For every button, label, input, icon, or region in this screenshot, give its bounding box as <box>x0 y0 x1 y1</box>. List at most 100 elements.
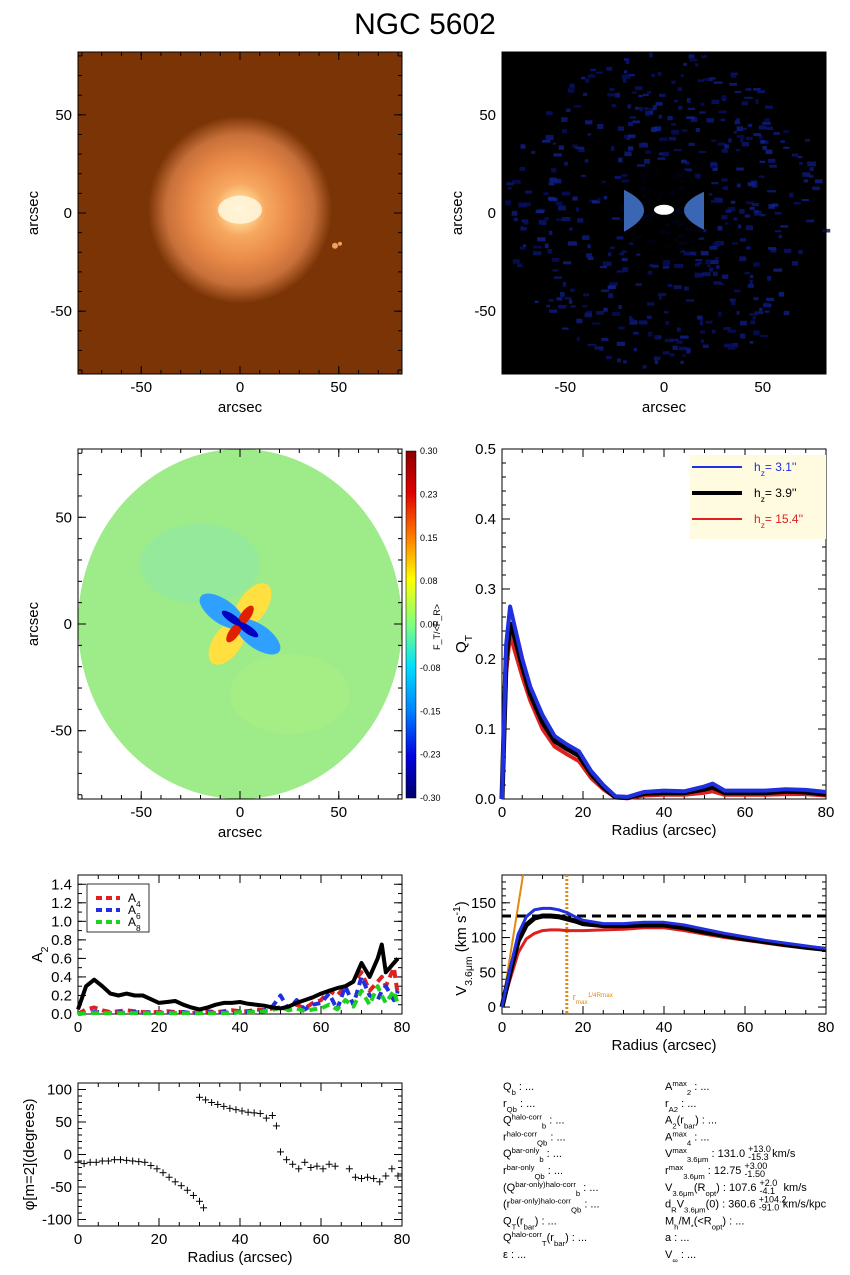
force-map-ytick-label: 0 <box>64 616 72 633</box>
residual-speckle <box>727 346 736 350</box>
colorbar-tick-label: 0.30 <box>420 446 438 456</box>
residual-speckle <box>801 199 809 202</box>
residual-speckle <box>736 167 744 171</box>
residual-speckle <box>768 247 777 250</box>
residual-speckle <box>646 315 652 319</box>
qt-profile-xtick-label: 80 <box>818 804 835 821</box>
colorbar-label: F_T/<F_R> <box>432 604 442 650</box>
residual-speckle <box>686 347 691 353</box>
residual-speckle <box>619 252 624 256</box>
param-right: V3.6μm(Ropt) : 107.6 <box>665 1182 757 1198</box>
residual-speckle <box>739 209 745 214</box>
param-right-err-plus: +3.00 <box>744 1161 767 1171</box>
residual-speckle <box>681 129 688 132</box>
residual-speckle <box>621 74 631 79</box>
residual-speckle <box>556 297 563 301</box>
phase-xtick-label: 80 <box>394 1231 411 1248</box>
residual-speckle <box>563 261 572 265</box>
qt-profile-ytick-label: 0.4 <box>475 511 496 528</box>
stellar-image-axes: -50 0 50 50 0 -50 <box>50 51 403 396</box>
residual-speckle <box>632 120 641 124</box>
colorbar-tick-label: 0.23 <box>420 489 438 499</box>
residual-speckle <box>758 175 765 178</box>
param-right-unit: km/s/kpc <box>783 1199 827 1211</box>
residual-image-xlabel: arcsec <box>642 399 687 416</box>
param-right-err-plus: +2.0 <box>760 1178 778 1188</box>
param-left: rQb : ... <box>503 1098 535 1114</box>
residual-speckle <box>627 104 632 109</box>
colorbar-tick-label: -0.23 <box>420 750 441 760</box>
residual-speckle <box>682 354 686 357</box>
residual-speckle <box>803 179 809 183</box>
residual-speckle <box>512 179 521 184</box>
param-right-err-minus: -4.1 <box>760 1186 776 1196</box>
residual-speckle <box>608 293 614 299</box>
force-map-ytick-label: 50 <box>55 509 72 526</box>
residual-speckle <box>700 102 705 106</box>
residual-speckle <box>715 257 719 260</box>
residual-speckle <box>517 263 523 268</box>
qt-profile-ytick-label: 0.1 <box>475 721 496 738</box>
stellar-image-ytick-label: 50 <box>55 107 72 124</box>
param-right: Mh/M*(<Ropt) : ... <box>665 1215 744 1231</box>
residual-speckle <box>766 297 774 301</box>
residual-speckle <box>561 327 569 330</box>
residual-speckle <box>707 264 711 268</box>
residual-speckle <box>519 246 526 250</box>
residual-speckle <box>628 315 633 320</box>
residual-speckle <box>641 142 646 145</box>
residual-speckle <box>537 237 546 242</box>
param-right: Amax4 : ... <box>665 1129 710 1147</box>
residual-speckle <box>764 118 770 122</box>
residual-speckle <box>572 144 579 149</box>
residual-speckle <box>654 335 662 340</box>
residual-speckle <box>647 91 652 94</box>
param-left: Qb : ... <box>503 1081 534 1097</box>
residual-speckle <box>627 121 634 127</box>
residual-speckle <box>597 197 601 203</box>
residual-speckle <box>749 207 755 210</box>
residual-speckle <box>739 256 747 262</box>
rotation-series-line <box>499 913 827 1008</box>
residual-speckle <box>799 162 803 165</box>
residual-image-ytick-label: -50 <box>474 303 496 320</box>
residual-speckle <box>657 292 667 297</box>
residual-speckle <box>677 87 683 92</box>
residual-speckle <box>616 270 625 273</box>
residual-speckle <box>733 217 738 221</box>
residual-speckle <box>783 130 789 133</box>
residual-speckle <box>714 197 723 203</box>
residual-speckle <box>564 296 572 300</box>
residual-speckle <box>759 160 766 164</box>
residual-speckle <box>583 92 588 96</box>
residual-speckle <box>554 178 562 184</box>
residual-speckle <box>592 322 601 325</box>
residual-speckle <box>712 271 718 277</box>
residual-speckle <box>749 274 754 279</box>
residual-speckle <box>808 174 814 178</box>
colorbar-tick-label: 0.00 <box>420 620 438 630</box>
residual-speckle <box>711 329 716 334</box>
residual-speckle <box>659 137 668 141</box>
residual-speckle <box>780 225 789 228</box>
residual-speckle <box>753 297 759 301</box>
residual-bar-core <box>654 204 674 215</box>
residual-speckle <box>762 121 771 125</box>
residual-speckle <box>622 267 629 272</box>
phase-xtick-label: 0 <box>74 1231 82 1248</box>
fourier-ylabel: A2 <box>29 946 51 962</box>
residual-speckle <box>519 166 526 171</box>
residual-speckle <box>546 111 553 116</box>
residual-speckle <box>712 242 721 247</box>
residual-speckle <box>580 174 586 177</box>
qt-profile-xtick-label: 0 <box>498 804 506 821</box>
residual-speckle <box>805 219 810 223</box>
residual-speckle <box>739 238 747 242</box>
residual-speckle <box>797 156 803 159</box>
stellar-image-xtick-label: -50 <box>130 379 152 396</box>
stellar-image-xtick-label: 50 <box>330 379 347 396</box>
residual-speckle <box>616 236 624 240</box>
residual-speckle <box>717 225 723 231</box>
residual-speckle <box>599 265 607 269</box>
